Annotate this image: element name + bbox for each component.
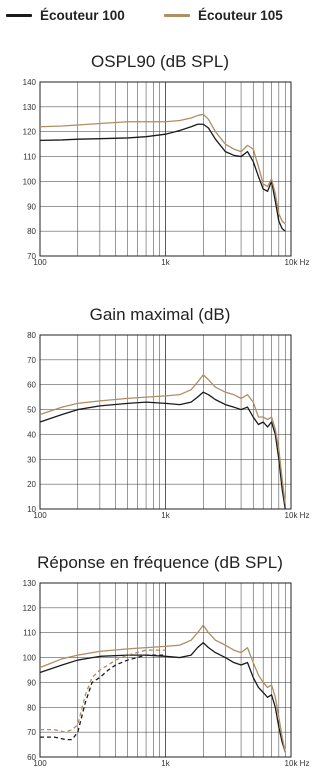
x-tick-label: 100 [33,759,47,768]
x-tick-label: 10k Hz [285,258,310,267]
chart-title-reponse-frequence: Réponse en fréquence (dB SPL) [37,553,283,572]
y-tick-label: 80 [27,703,36,712]
y-tick-label: 70 [27,356,36,365]
y-tick-label: 70 [27,252,36,261]
legend: Écouteur 100 Écouteur 105 [0,8,320,28]
legend-item-ecouteur-105: Écouteur 105 [164,8,283,23]
x-tick-label: 100 [33,511,47,520]
x-tick-label: 100 [33,258,47,267]
x-tick-label: 1k [161,759,170,768]
chart-reponse-frequence-plot: 60 70 80 90 100 110 120 130 100 1k 10k Hz [23,579,310,768]
series-line-ecouteur-100 [39,391,286,510]
y-tick-label: 120 [23,128,37,137]
legend-label-ecouteur-105: Écouteur 105 [198,8,283,23]
y-tick-label: 100 [23,177,37,186]
y-tick-label: 80 [27,331,36,340]
y-tick-label: 100 [23,654,37,663]
chart-ospl90: OSPL90 (dB SPL) 70 80 90 100 110 120 130 140 100… [0,52,320,277]
y-tick-label: 50 [27,406,36,415]
y-tick-label: 110 [23,629,36,638]
y-tick-label: 90 [27,678,36,687]
chart-gain-maximal: Gain maximal (dB) 10 20 30 40 50 60 70 80 100 1k 1… [0,305,320,530]
x-tick-label: 10k Hz [285,759,310,768]
chart-ospl90-plot: 70 80 90 100 110 120 130 140 100 1k 10k Hz [23,78,310,267]
y-tick-label: 130 [23,579,37,588]
x-tick-label: 1k [161,511,170,520]
y-tick-label: 120 [23,604,37,613]
y-tick-label: 70 [27,728,36,737]
y-tick-label: 110 [23,153,36,162]
y-tick-label: 130 [23,103,37,112]
chart-title-gain-maximal: Gain maximal (dB) [89,305,231,324]
plot-frame [39,81,292,257]
y-tick-label: 80 [27,227,36,236]
y-tick-label: 40 [27,430,36,439]
series-line-dashed-ecouteur-100 [40,654,166,741]
y-tick-label: 60 [27,381,36,390]
series-line-ecouteur-105 [39,113,286,225]
series-line-ecouteur-105 [39,374,286,505]
legend-swatch-ecouteur-100 [6,14,32,17]
series-line-ecouteur-105 [39,624,286,753]
series-line-dashed-ecouteur-105 [40,649,166,733]
legend-label-ecouteur-100: Écouteur 100 [40,8,125,23]
plot-frame [39,582,292,758]
series-line-ecouteur-100 [39,123,286,232]
y-tick-label: 90 [27,202,36,211]
y-tick-label: 60 [27,753,36,762]
legend-item-ecouteur-100: Écouteur 100 [6,8,125,23]
chart-reponse-frequence: Réponse en fréquence (dB SPL) 60 70 80 90 10… [0,553,320,778]
series-line-ecouteur-100 [39,642,286,753]
chart-title-ospl90: OSPL90 (dB SPL) [91,52,229,71]
y-tick-label: 140 [23,78,37,87]
y-tick-label: 10 [27,505,36,514]
x-tick-label: 10k Hz [285,511,310,520]
chart-gain-maximal-plot: 10 20 30 40 50 60 70 80 100 1k 10k Hz [27,331,310,520]
y-tick-label: 20 [27,480,36,489]
x-tick-label: 1k [161,258,170,267]
legend-swatch-ecouteur-105 [164,14,190,17]
y-tick-label: 30 [27,455,36,464]
